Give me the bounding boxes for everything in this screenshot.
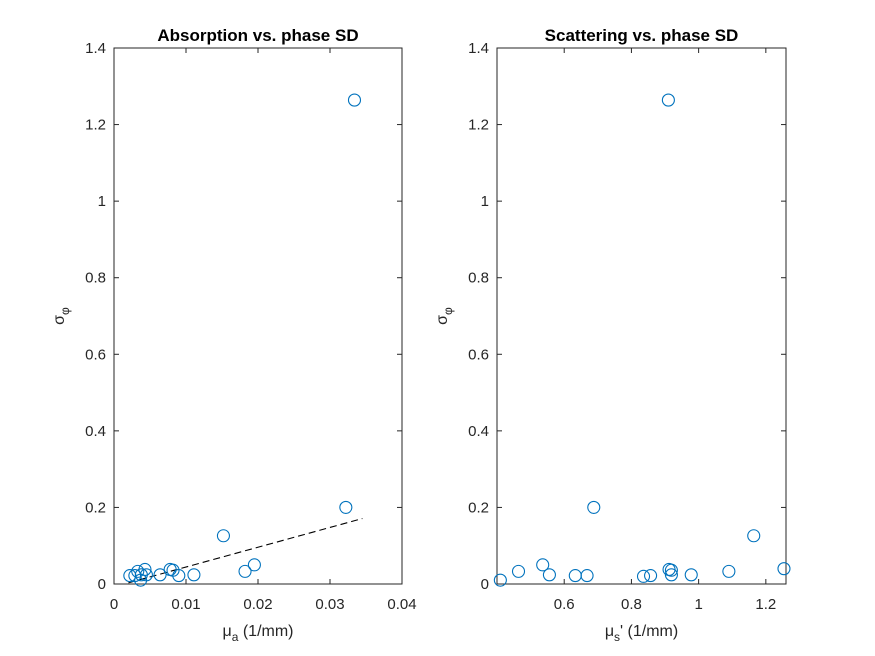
data-point	[636, 569, 651, 583]
absorption-plot: 0 0.2 0.4 0.6 0.8 1 1.2 1.4 0 0.01 0.02 0.03 0.04 Abs…	[51, 26, 417, 644]
x-axis-unit: ' (1/mm)	[620, 623, 678, 640]
data-point	[664, 568, 678, 582]
fit-line	[128, 518, 363, 584]
data-point	[580, 569, 594, 583]
y-tick-label: 0.4	[85, 423, 106, 440]
data-point	[664, 563, 678, 577]
x-tick-label: 0.02	[243, 596, 272, 613]
x-tick-label: 0	[110, 596, 118, 613]
data-point	[247, 558, 261, 572]
scattering-plot: 0 0.2 0.4 0.6 0.8 1 1.2 1.4 0.6 0.8 1 1.2 Scattering…	[434, 26, 791, 644]
x-axis-label: μs' (1/mm)	[605, 623, 678, 644]
data-point	[511, 564, 526, 578]
data-point	[139, 568, 153, 582]
x-axis-unit: (1/mm)	[238, 623, 293, 640]
data-point	[747, 529, 761, 543]
y-tick-label: 0.6	[468, 346, 489, 363]
y-tick-label: 0	[481, 576, 489, 593]
y-tick-label: 0.8	[468, 270, 489, 287]
y-tick-label: 0	[98, 576, 106, 593]
y-tick-label: 1.4	[85, 40, 106, 57]
x-tick-label: 1.2	[755, 596, 776, 613]
data-point	[587, 500, 601, 514]
y-tick-label: 0.2	[85, 499, 106, 516]
data-point	[542, 568, 556, 582]
data-point	[187, 568, 201, 582]
y-axis-subscript: φ	[58, 307, 72, 315]
y-tick-label: 0.8	[85, 270, 106, 287]
y-tick-label: 1.4	[468, 40, 489, 57]
x-axis-label: μa (1/mm)	[222, 623, 293, 644]
x-tick-label: 0.01	[171, 596, 200, 613]
data-point	[131, 564, 145, 578]
data-point	[238, 564, 252, 578]
y-tick-label: 1.2	[85, 117, 106, 134]
axes-frame	[496, 47, 787, 585]
chart-title: Scattering vs. phase SD	[545, 26, 739, 45]
x-axis-symbol: μ	[605, 623, 614, 640]
chart-title: Absorption vs. phase SD	[157, 26, 358, 45]
data-point	[347, 93, 362, 107]
y-tick-label: 1	[481, 193, 489, 210]
data-point	[722, 564, 736, 578]
y-axis-symbol: σ	[51, 315, 68, 325]
data-point	[684, 568, 698, 582]
data-point	[493, 573, 507, 587]
y-tick-label: 0.6	[85, 346, 106, 363]
data-point	[536, 558, 550, 572]
y-axis-symbol: σ	[434, 315, 451, 325]
x-axis-symbol: μ	[222, 623, 231, 640]
y-tick-label: 1	[98, 193, 106, 210]
data-point	[172, 569, 186, 583]
x-axis-subscript: s	[614, 630, 620, 644]
data-point	[777, 562, 791, 576]
data-point	[644, 569, 658, 583]
y-axis-label: σφ	[434, 307, 455, 325]
x-tick-label: 1	[694, 596, 702, 613]
y-tick-label: 0.4	[468, 423, 489, 440]
data-point	[661, 93, 675, 107]
y-axis-subscript: φ	[441, 307, 455, 315]
data-point	[339, 500, 353, 514]
data-point	[216, 529, 230, 543]
x-tick-label: 0.03	[315, 596, 344, 613]
y-tick-label: 1.2	[468, 117, 489, 134]
x-tick-label: 0.8	[621, 596, 642, 613]
x-tick-label: 0.6	[554, 596, 575, 613]
x-axis-subscript: a	[232, 630, 239, 644]
data-point	[138, 562, 152, 577]
data-point	[153, 568, 167, 582]
y-axis-label: σφ	[51, 307, 72, 325]
axes-frame	[113, 47, 403, 585]
y-tick-label: 0.2	[468, 499, 489, 516]
x-tick-label: 0.04	[387, 596, 416, 613]
